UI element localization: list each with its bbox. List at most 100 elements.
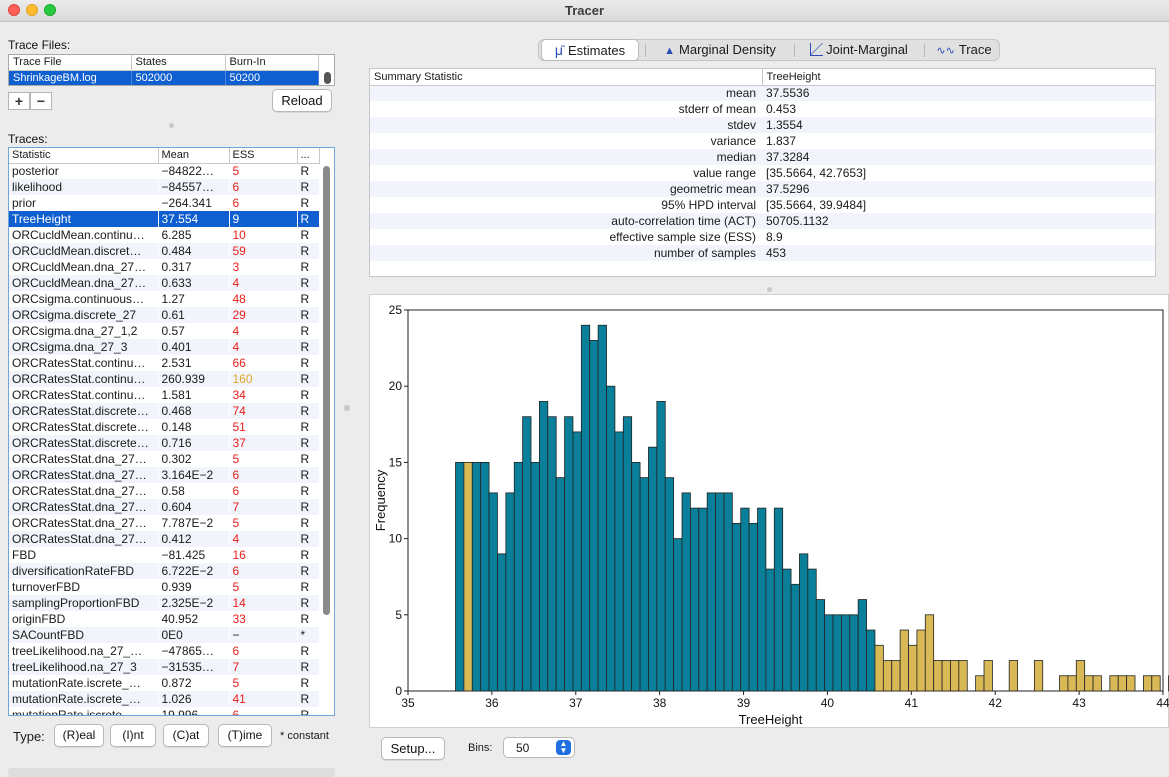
- column-burn-in[interactable]: Burn-In: [225, 55, 319, 71]
- tab-trace[interactable]: ∿∿ Trace: [931, 40, 997, 60]
- type-time-button[interactable]: (T)ime: [218, 724, 272, 747]
- trace-statistic: mutationRate.iscrete_…: [9, 691, 158, 707]
- tab-joint-marginal[interactable]: Joint-Marginal: [799, 40, 919, 60]
- reload-button[interactable]: Reload: [272, 89, 332, 112]
- trace-row[interactable]: TreeHeight 37.554 9 R: [9, 211, 319, 227]
- trace-file-burnin[interactable]: 50200: [225, 70, 319, 85]
- trace-row[interactable]: ORCRatesStat.continu… 260.939 160 R: [9, 371, 319, 387]
- summary-row[interactable]: stderr of mean 0.453: [370, 101, 1155, 117]
- trace-row[interactable]: likelihood −84557… 6 R: [9, 179, 319, 195]
- trace-row[interactable]: ORCucldMean.continu… 6.285 10 R: [9, 227, 319, 243]
- column-type[interactable]: ...: [297, 148, 320, 164]
- trace-ess: 6: [232, 484, 240, 498]
- minimize-window-button[interactable]: [26, 4, 38, 16]
- bins-select[interactable]: 50 ▲ ▼: [503, 737, 575, 758]
- summary-row[interactable]: mean 37.5536: [370, 85, 1155, 101]
- summary-row[interactable]: stdev 1.3554: [370, 117, 1155, 133]
- trace-row[interactable]: FBD −81.425 16 R: [9, 547, 319, 563]
- summary-row[interactable]: geometric mean 37.5296: [370, 181, 1155, 197]
- trace-row[interactable]: ORCsigma.discrete_27 0.61 29 R: [9, 307, 319, 323]
- trace-row[interactable]: prior −264.341 6 R: [9, 195, 319, 211]
- trace-row[interactable]: SACountFBD 0E0− *: [9, 627, 319, 643]
- add-trace-file-button[interactable]: +: [8, 92, 30, 110]
- summary-row[interactable]: value range [35.5664, 42.7653]: [370, 165, 1155, 181]
- trace-row[interactable]: ORCRatesStat.discrete… 0.468 74 R: [9, 403, 319, 419]
- column-statistic[interactable]: Statistic: [9, 148, 159, 164]
- summary-row[interactable]: 95% HPD interval [35.5664, 39.9484]: [370, 197, 1155, 213]
- joint-marginal-icon: [810, 43, 824, 56]
- traces-scrollbar[interactable]: [323, 166, 330, 615]
- tab-marginal-density[interactable]: ▲ Marginal Density: [649, 40, 791, 60]
- trace-type: R: [300, 516, 310, 530]
- column-ess[interactable]: ESS: [229, 148, 298, 164]
- trace-row[interactable]: ORCRatesStat.dna_27… 0.412 4 R: [9, 531, 319, 547]
- bins-value: 50: [516, 741, 530, 755]
- tab-estimates[interactable]: μ̄ Estimates: [541, 39, 639, 61]
- histogram-bar: [832, 614, 842, 692]
- trace-row[interactable]: ORCsigma.dna_27_3 0.401 4 R: [9, 339, 319, 355]
- trace-ess: 33: [232, 612, 246, 626]
- remove-trace-file-button[interactable]: −: [30, 92, 52, 110]
- trace-ess: 51: [232, 420, 246, 434]
- trace-statistic: diversificationRateFBD: [9, 563, 158, 579]
- trace-ess: 9: [229, 211, 297, 227]
- maximize-window-button[interactable]: [44, 4, 56, 16]
- trace-row[interactable]: samplingProportionFBD 2.325E−2 14 R: [9, 595, 319, 611]
- summary-row[interactable]: variance 1.837: [370, 133, 1155, 149]
- trace-row[interactable]: ORCucldMean.discret… 0.484 59 R: [9, 243, 319, 259]
- trace-row[interactable]: ORCRatesStat.dna_27… 3.164E−2 6 R: [9, 467, 319, 483]
- type-int-button[interactable]: (I)nt: [110, 724, 156, 747]
- trace-row[interactable]: treeLikelihood.na_27_3 −31535… 7 R: [9, 659, 319, 675]
- summary-row[interactable]: auto-correlation time (ACT) 50705.1132: [370, 213, 1155, 229]
- trace-mean: 1.27: [161, 292, 185, 306]
- trace-row[interactable]: ORCRatesStat.discrete… 0.716 37 R: [9, 435, 319, 451]
- trace-row[interactable]: treeLikelihood.na_27_… −47865… 6 R: [9, 643, 319, 659]
- column-summary-statistic[interactable]: Summary Statistic: [370, 69, 763, 86]
- trace-ess: 5: [232, 164, 240, 179]
- trace-row[interactable]: mutationRate.iscrete_… 19.996 6 R: [9, 707, 319, 715]
- column-treeheight[interactable]: TreeHeight: [762, 69, 1155, 86]
- column-mean[interactable]: Mean: [158, 148, 230, 164]
- trace-row[interactable]: ORCRatesStat.dna_27… 7.787E−2 5 R: [9, 515, 319, 531]
- summary-key: stderr of mean: [678, 102, 756, 116]
- trace-row[interactable]: ORCRatesStat.continu… 2.531 66 R: [9, 355, 319, 371]
- trace-mean: 0.716: [158, 435, 229, 451]
- trace-row[interactable]: mutationRate.iscrete_… 0.872 5 R: [9, 675, 319, 691]
- split-pane-handle[interactable]: [169, 123, 174, 128]
- type-real-button[interactable]: (R)eal: [54, 724, 104, 747]
- split-pane-handle[interactable]: [767, 287, 772, 292]
- trace-row[interactable]: turnoverFBD 0.939 5 R: [9, 579, 319, 595]
- trace-row[interactable]: originFBD 40.952 33 R: [9, 611, 319, 627]
- main-split-handle[interactable]: [344, 405, 350, 411]
- type-cat-button[interactable]: (C)at: [163, 724, 209, 747]
- trace-row[interactable]: ORCRatesStat.continu… 1.581 34 R: [9, 387, 319, 403]
- trace-row[interactable]: ORCsigma.dna_27_1,2 0.57 4 R: [9, 323, 319, 339]
- close-window-button[interactable]: [8, 4, 20, 16]
- column-states[interactable]: States: [131, 55, 226, 71]
- trace-row[interactable]: ORCsigma.continuous… 1.27 48 R: [9, 291, 319, 307]
- column-trace-file[interactable]: Trace File: [9, 55, 132, 71]
- summary-row[interactable]: effective sample size (ESS) 8.9: [370, 229, 1155, 245]
- trace-mean: −84557…: [158, 179, 229, 195]
- trace-row[interactable]: ORCRatesStat.dna_27… 0.58 6 R: [9, 483, 319, 499]
- trace-file-states[interactable]: 502000: [131, 70, 226, 85]
- trace-row[interactable]: mutationRate.iscrete_… 1.026 41 R: [9, 691, 319, 707]
- trace-row[interactable]: diversificationRateFBD 6.722E−2 6 R: [9, 563, 319, 579]
- setup-button[interactable]: Setup...: [381, 737, 445, 760]
- summary-row[interactable]: median 37.3284: [370, 149, 1155, 165]
- trace-row[interactable]: ORCucldMean.dna_27… 0.633 4 R: [9, 275, 319, 291]
- trace-row[interactable]: ORCucldMean.dna_27… 0.317 3 R: [9, 259, 319, 275]
- trace-row[interactable]: posterior −84822… 5 R: [9, 163, 319, 179]
- summary-key: number of samples: [370, 245, 762, 261]
- trace-row[interactable]: ORCRatesStat.discrete… 0.148 51 R: [9, 419, 319, 435]
- summary-row[interactable]: number of samples 453: [370, 245, 1155, 261]
- trace-statistic: ORCsigma.dna_27_1,2: [12, 324, 138, 338]
- trace-row[interactable]: ORCRatesStat.dna_27… 0.302 5 R: [9, 451, 319, 467]
- trace-type: R: [297, 307, 319, 323]
- trace-row[interactable]: ORCRatesStat.dna_27… 0.604 7 R: [9, 499, 319, 515]
- trace-file-row[interactable]: ShrinkageBM.log 502000 50200: [9, 70, 319, 85]
- trace-file-name[interactable]: ShrinkageBM.log: [9, 70, 132, 85]
- trace-ess: 10: [232, 228, 246, 242]
- trace-mean: 0.872: [161, 676, 192, 690]
- trace-files-scrollbar[interactable]: [324, 72, 331, 84]
